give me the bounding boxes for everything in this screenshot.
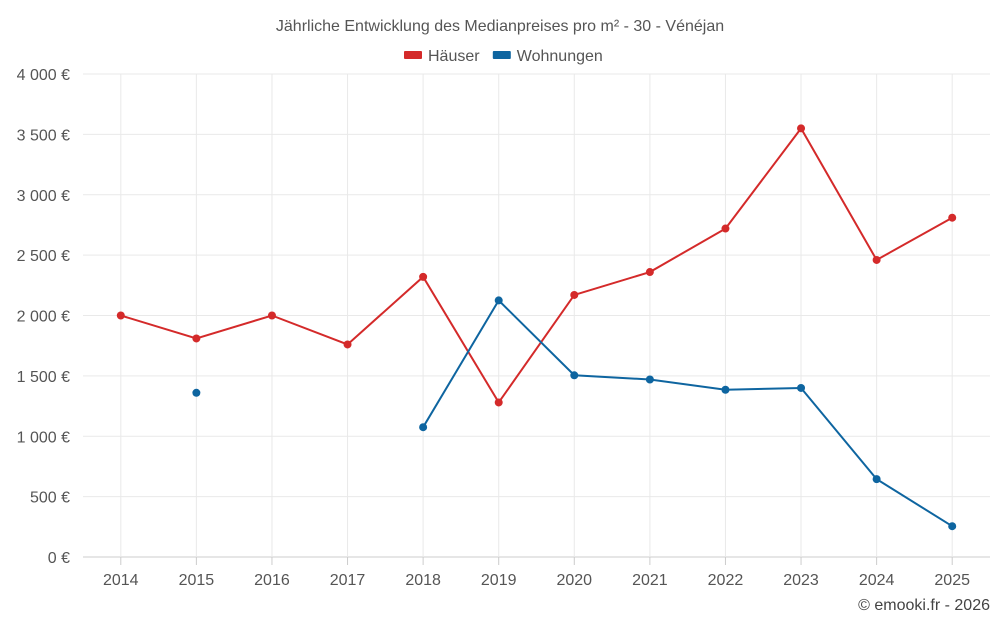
data-point[interactable] — [797, 124, 806, 133]
data-point[interactable] — [948, 522, 957, 531]
legend: Häuser Wohnungen — [404, 48, 603, 65]
data-point[interactable] — [645, 268, 654, 277]
legend-label: Wohnungen — [517, 48, 603, 65]
data-point[interactable] — [116, 311, 125, 320]
x-tick-label: 2024 — [859, 572, 895, 589]
data-point[interactable] — [721, 224, 730, 233]
x-tick-label: 2025 — [934, 572, 970, 589]
data-point[interactable] — [192, 334, 201, 343]
data-point[interactable] — [645, 375, 654, 384]
x-tick-label: 2022 — [708, 572, 744, 589]
legend-label: Häuser — [428, 48, 480, 65]
data-point[interactable] — [419, 272, 428, 281]
data-point[interactable] — [570, 371, 579, 380]
data-point[interactable] — [570, 290, 579, 299]
x-tick-label: 2019 — [481, 572, 517, 589]
data-point[interactable] — [494, 398, 503, 407]
legend-swatch — [492, 51, 511, 59]
data-point[interactable] — [797, 383, 806, 392]
y-tick-label: 500 € — [30, 490, 70, 507]
y-tick-label: 2 500 € — [17, 248, 70, 265]
data-point[interactable] — [872, 475, 881, 484]
legend-item[interactable]: Wohnungen — [492, 48, 603, 65]
data-point[interactable] — [343, 340, 352, 349]
x-tick-label: 2023 — [783, 572, 819, 589]
y-tick-label: 2 000 € — [17, 309, 70, 326]
data-point[interactable] — [494, 296, 503, 305]
x-tick-label: 2018 — [405, 572, 441, 589]
y-tick-label: 0 € — [48, 550, 70, 567]
series-1 — [192, 296, 957, 531]
data-point[interactable] — [948, 213, 957, 222]
series-0 — [116, 124, 957, 407]
data-point[interactable] — [872, 255, 881, 264]
x-tick-label: 2020 — [556, 572, 592, 589]
y-tick-label: 3 500 € — [17, 127, 70, 144]
y-tick-label: 4 000 € — [17, 67, 70, 84]
x-tick-label: 2017 — [330, 572, 366, 589]
x-tick-label: 2015 — [179, 572, 215, 589]
credit-text: © emooki.fr - 2026 — [858, 597, 990, 614]
data-point[interactable] — [192, 388, 201, 397]
legend-item[interactable]: Häuser — [404, 48, 480, 65]
data-point[interactable] — [721, 385, 730, 394]
chart-title: Jährliche Entwicklung des Medianpreises … — [276, 18, 724, 35]
y-axis: 0 € 500 € 1 000 € 1 500 € 2 000 € 2 500 € 3 00… — [17, 67, 70, 567]
data-point[interactable] — [419, 423, 428, 432]
data-point[interactable] — [267, 311, 276, 320]
y-tick-label: 3 000 € — [17, 188, 70, 205]
y-tick-label: 1 000 € — [17, 429, 70, 446]
x-axis: 2014 2015 2016 2017 2018 2019 2020 2021 2022 2023… — [103, 557, 970, 589]
series-group — [116, 124, 957, 531]
series-line — [120, 126, 953, 405]
legend-swatch — [404, 51, 422, 59]
grid — [83, 73, 990, 558]
x-tick-label: 2021 — [632, 572, 668, 589]
x-tick-label: 2016 — [254, 572, 290, 589]
y-tick-label: 1 500 € — [17, 369, 70, 386]
x-tick-label: 2014 — [103, 572, 139, 589]
series-line — [422, 298, 953, 528]
